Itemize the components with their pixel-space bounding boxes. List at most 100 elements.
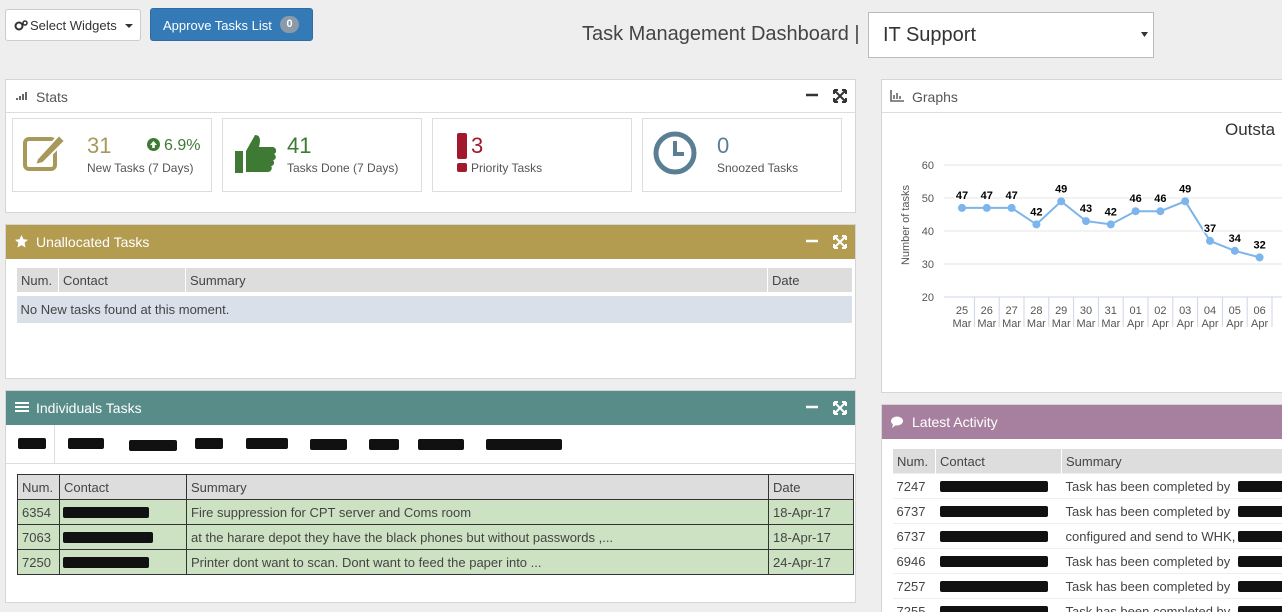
num: 7255 xyxy=(896,603,926,612)
approve-button[interactable]: Approve Tasks List 0 xyxy=(150,8,313,41)
stat-card: 3 Priority Tasks xyxy=(432,118,632,192)
column-header: Num. xyxy=(16,268,59,292)
stat-card: 31 New Tasks (7 Days) 6.9% xyxy=(12,118,212,192)
panel-header: Unallocated Tasks xyxy=(6,225,855,259)
activity-row: 6737 Task has been completed by xyxy=(892,498,1282,524)
tab[interactable] xyxy=(129,440,177,451)
redaction xyxy=(939,531,1048,542)
point xyxy=(982,203,991,212)
panel-controls[interactable] xyxy=(804,88,849,104)
data-label: 37 xyxy=(1204,223,1216,235)
point xyxy=(1255,253,1264,262)
num: 6354 xyxy=(17,499,60,525)
data-label: 46 xyxy=(1129,193,1141,205)
x-tick-label: 29 Mar xyxy=(1051,305,1071,330)
summary: Task has been completed by xyxy=(1062,549,1282,574)
redaction xyxy=(939,606,1048,612)
select-widgets[interactable]: Select Widgets xyxy=(5,9,141,41)
task-row: 6354 Fire suppression for CPT server and … xyxy=(17,499,854,525)
point xyxy=(1181,197,1190,206)
redaction xyxy=(1237,606,1282,612)
tab[interactable] xyxy=(369,439,399,450)
column-header: Num. xyxy=(17,474,60,500)
point xyxy=(1230,246,1239,255)
point xyxy=(1106,220,1115,229)
panel-header: Stats xyxy=(6,80,855,113)
contact xyxy=(59,524,187,550)
y-tick-label: 30 xyxy=(922,259,934,271)
panel-title: Unallocated Tasks xyxy=(36,234,150,250)
chart-title: Outsta xyxy=(1225,120,1276,139)
task-row: 7250 Printer dont want to scan. Dont want… xyxy=(17,549,854,575)
redaction xyxy=(939,506,1048,517)
contact xyxy=(936,474,1062,499)
gear-icon xyxy=(14,20,28,31)
tabs xyxy=(6,425,855,464)
column-header: Contact xyxy=(935,449,1062,474)
summary: Printer dont want to scan. Dont want to … xyxy=(186,549,769,575)
point xyxy=(958,203,966,212)
panel-header: Graphs xyxy=(882,80,1282,113)
summary-text: configured and send to WHK, xyxy=(1065,528,1236,544)
tab[interactable] xyxy=(246,438,288,449)
contact xyxy=(936,499,1062,524)
summary-text: Task has been completed by xyxy=(1065,578,1231,594)
tab[interactable] xyxy=(310,439,347,450)
y-tick-label: 50 xyxy=(922,193,934,205)
tab[interactable] xyxy=(418,439,464,450)
summary-text: Task has been completed by xyxy=(1065,478,1231,494)
label: Select Widgets xyxy=(30,18,117,33)
column-header: Summary xyxy=(1061,449,1282,474)
summary: Task has been completed by xyxy=(1062,574,1282,599)
data-label: 49 xyxy=(1179,183,1191,195)
redaction xyxy=(1237,506,1282,517)
panel-title: Stats xyxy=(36,89,68,105)
stat-icon xyxy=(653,131,697,175)
x-tick-label: 05 Apr xyxy=(1226,305,1244,330)
point xyxy=(1156,207,1165,216)
summary: Fire suppression for CPT server and Coms… xyxy=(186,499,769,525)
stat-card: 0 Snoozed Tasks xyxy=(642,118,842,192)
redaction xyxy=(939,481,1048,492)
num: 7247 xyxy=(896,478,926,494)
y-tick-label: 60 xyxy=(922,160,934,172)
x-tick-label: 26 Mar xyxy=(977,305,997,330)
table-header: Num. Contact Summary xyxy=(892,449,1282,474)
stat-value: 3 xyxy=(471,133,484,158)
contact xyxy=(936,549,1062,574)
data-label: 47 xyxy=(981,190,993,202)
contact xyxy=(936,599,1062,612)
contact xyxy=(59,499,187,525)
tab[interactable] xyxy=(486,439,562,450)
label: Approve Tasks List xyxy=(163,18,272,33)
tab-active[interactable] xyxy=(6,425,55,463)
stat-icon xyxy=(457,133,467,172)
contact xyxy=(936,574,1062,599)
tab[interactable] xyxy=(195,438,223,449)
badge: 0 xyxy=(280,16,299,33)
team-select[interactable]: IT Support xyxy=(868,12,1154,58)
data-label: 47 xyxy=(1005,190,1017,202)
data-label: 34 xyxy=(1229,233,1242,245)
point xyxy=(1082,217,1090,226)
panel-controls[interactable] xyxy=(804,234,849,250)
stat-icon xyxy=(23,133,67,171)
num: 6946 xyxy=(896,553,926,569)
individuals-panel: Individuals Tasks Num. Contact Summary Date… xyxy=(5,390,856,603)
data-label: 42 xyxy=(1030,206,1042,218)
activity-row: 7255 Task has been completed by xyxy=(892,598,1282,612)
redaction xyxy=(939,581,1048,592)
x-tick-label: 03 Apr xyxy=(1176,305,1194,330)
panel-header: Individuals Tasks xyxy=(6,391,855,425)
up-icon xyxy=(147,138,160,151)
panel-title: Graphs xyxy=(912,89,958,105)
column-header: Date xyxy=(767,268,852,292)
tab[interactable] xyxy=(68,438,104,449)
data-label: 49 xyxy=(1055,183,1067,195)
num: 6737 xyxy=(896,503,926,519)
stat-value: 0 xyxy=(717,133,730,158)
panel-controls[interactable] xyxy=(804,400,849,416)
stat-value: 41 xyxy=(287,133,312,158)
redaction xyxy=(63,507,149,518)
